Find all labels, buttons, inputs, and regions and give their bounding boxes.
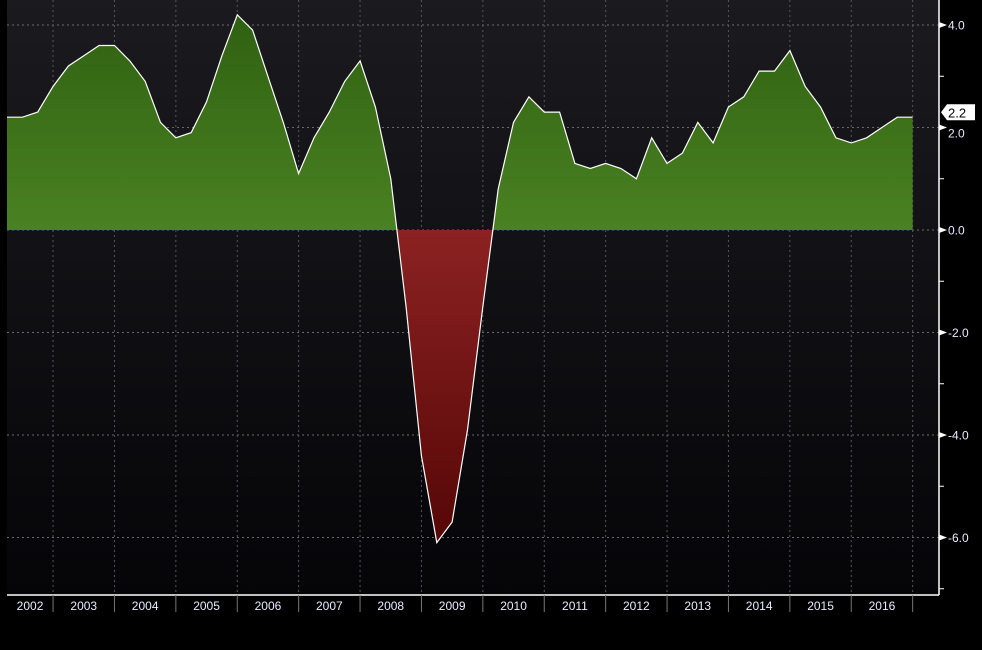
y-tick-marker: [939, 227, 947, 233]
y-axis-ticks: 4.0 2.0 0.0 -2.0 -4.0 -6.0: [939, 19, 969, 545]
positive-area: [7, 14, 913, 230]
y-tick-marker: [939, 534, 947, 541]
y-tick-label: -6.0: [948, 531, 969, 545]
area-series: [7, 13, 913, 545]
x-tick-label: 2007: [316, 599, 343, 613]
axes: [7, 0, 944, 596]
x-tick-label: 2009: [439, 599, 466, 613]
x-tick-label: 2008: [377, 599, 404, 613]
y-tick-marker: [939, 432, 947, 438]
x-tick-label: 2015: [807, 599, 834, 613]
x-axis-labels: 2002 2003 2004 2005 2006 2007 2008 2009 2010 2011…: [17, 595, 914, 613]
y-tick-label: -4.0: [948, 429, 969, 443]
x-tick-label: 2005: [193, 599, 220, 613]
y-tick-label: -2.0: [948, 326, 969, 340]
x-tick-label: 2013: [684, 599, 711, 613]
y-tick-label: 0.0: [948, 224, 965, 238]
y-tick-label: 4.0: [948, 19, 965, 33]
x-tick-label: 2010: [500, 599, 527, 613]
x-tick-label: 2003: [70, 599, 97, 613]
y-tick-label: 2.0: [948, 126, 965, 140]
series-line: [7, 13, 913, 545]
x-tick-label: 2011: [562, 599, 588, 613]
y-tick-marker: [939, 124, 947, 131]
x-tick-label: 2006: [255, 599, 282, 613]
last-value-label: 2.2: [948, 105, 966, 120]
x-tick-label: 2014: [746, 599, 773, 613]
x-tick-label: 2012: [623, 599, 650, 613]
y-tick-marker: [939, 329, 947, 336]
x-tick-label: 2002: [17, 599, 44, 613]
negative-area: [7, 230, 913, 543]
last-value-tag: 2.2: [941, 104, 975, 121]
y-tick-marker: [939, 22, 947, 28]
x-tick-label: 2016: [869, 599, 896, 613]
x-tick-label: 2004: [132, 599, 159, 613]
